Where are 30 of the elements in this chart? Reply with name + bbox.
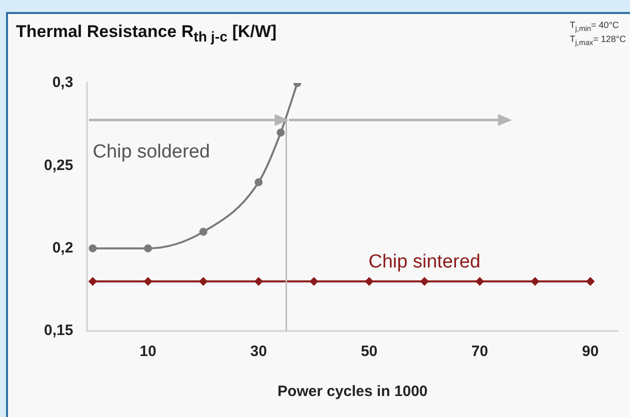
point [254, 277, 263, 286]
point [144, 277, 152, 286]
point [88, 244, 97, 252]
y-tick-label: 0,15 [44, 322, 74, 340]
y-tick-label: 0,25 [44, 156, 74, 174]
x-axis-title: Power cycles in 1000 [278, 383, 428, 400]
point [476, 277, 484, 286]
x-tick-label: 50 [360, 343, 378, 360]
point [531, 277, 540, 286]
series-label: Chip sintered [368, 251, 480, 272]
text: T$_{j,max}$= 128°C [570, 34, 626, 48]
y-tick-label: 0,3 [52, 74, 74, 92]
point [420, 277, 428, 286]
point [310, 277, 318, 286]
point [254, 178, 263, 186]
point [586, 277, 594, 286]
y-tick-label: 0,2 [52, 239, 74, 256]
x-tick-label: 90 [582, 343, 599, 360]
point [276, 128, 285, 137]
x-tick-label: 10 [140, 343, 156, 360]
x-tick-label: 30 [250, 343, 267, 360]
x-tick-label: 70 [471, 343, 488, 360]
text: Chip soldered [92, 141, 210, 162]
point [365, 277, 374, 286]
point [199, 228, 208, 236]
point [144, 244, 152, 252]
point [88, 277, 97, 286]
point [199, 277, 208, 286]
chart-title: Thermal Resistance R$_{th j-c}$ [K/W] [16, 22, 277, 46]
text: T$_{j,min}$= 40°C [570, 20, 620, 34]
